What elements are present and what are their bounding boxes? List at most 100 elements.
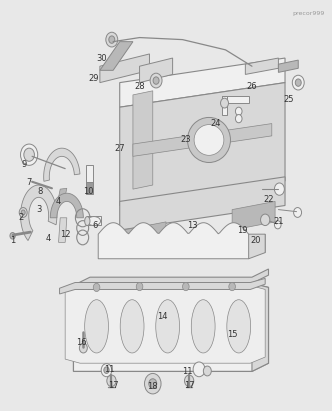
Polygon shape — [65, 285, 265, 363]
Circle shape — [21, 210, 25, 215]
Circle shape — [183, 282, 189, 291]
Bar — [87, 216, 101, 225]
Circle shape — [229, 282, 235, 291]
Polygon shape — [133, 91, 153, 189]
Text: 17: 17 — [108, 381, 119, 390]
Bar — [86, 164, 93, 193]
Ellipse shape — [194, 125, 224, 155]
Polygon shape — [123, 222, 166, 247]
Circle shape — [261, 214, 270, 226]
Polygon shape — [73, 283, 269, 372]
Ellipse shape — [191, 300, 215, 353]
Polygon shape — [120, 177, 285, 230]
Text: 11: 11 — [182, 367, 193, 376]
Polygon shape — [133, 124, 272, 156]
Circle shape — [21, 144, 38, 165]
Text: 25: 25 — [283, 95, 293, 104]
Polygon shape — [100, 42, 133, 70]
Text: 7: 7 — [26, 178, 32, 187]
Ellipse shape — [85, 300, 109, 353]
Circle shape — [185, 375, 194, 387]
Text: precor999: precor999 — [292, 11, 325, 16]
Circle shape — [101, 364, 112, 377]
Polygon shape — [58, 188, 67, 197]
Text: 15: 15 — [227, 330, 237, 339]
Polygon shape — [73, 269, 269, 289]
Text: 29: 29 — [88, 74, 99, 83]
Circle shape — [153, 77, 159, 84]
Text: 27: 27 — [115, 144, 125, 152]
Ellipse shape — [188, 118, 230, 162]
Circle shape — [10, 233, 15, 239]
Polygon shape — [59, 278, 265, 294]
Text: 23: 23 — [181, 136, 191, 144]
Ellipse shape — [120, 300, 144, 353]
Text: 4: 4 — [56, 197, 61, 206]
Text: 19: 19 — [237, 226, 247, 235]
Ellipse shape — [156, 300, 180, 353]
Polygon shape — [139, 58, 173, 83]
Circle shape — [136, 282, 143, 291]
Polygon shape — [245, 58, 279, 74]
Circle shape — [292, 75, 304, 90]
Text: 3: 3 — [36, 205, 42, 214]
Circle shape — [193, 362, 205, 377]
Text: 18: 18 — [147, 382, 158, 391]
Circle shape — [24, 148, 35, 161]
Ellipse shape — [87, 217, 101, 226]
Circle shape — [235, 115, 242, 123]
Text: 30: 30 — [96, 53, 107, 62]
Polygon shape — [21, 185, 57, 240]
Text: 8: 8 — [38, 187, 43, 196]
Circle shape — [109, 36, 115, 43]
Text: 28: 28 — [134, 82, 145, 91]
Text: 26: 26 — [247, 82, 257, 91]
Text: 16: 16 — [76, 338, 87, 347]
Text: 17: 17 — [184, 381, 195, 390]
Bar — [221, 96, 227, 115]
Circle shape — [107, 375, 116, 387]
Text: 9: 9 — [21, 160, 27, 169]
Circle shape — [19, 208, 27, 217]
Circle shape — [79, 343, 87, 353]
Circle shape — [144, 374, 161, 394]
Circle shape — [149, 379, 157, 388]
Circle shape — [93, 283, 100, 291]
Text: 11: 11 — [105, 365, 115, 374]
Text: 12: 12 — [60, 230, 70, 239]
Polygon shape — [279, 60, 298, 72]
Circle shape — [204, 366, 211, 376]
Polygon shape — [120, 58, 285, 107]
Circle shape — [104, 367, 109, 374]
Text: 6: 6 — [92, 222, 98, 231]
Text: 21: 21 — [273, 217, 284, 226]
Bar — [86, 182, 93, 194]
Bar — [222, 96, 249, 103]
Ellipse shape — [85, 217, 90, 226]
Circle shape — [220, 98, 228, 108]
Circle shape — [235, 107, 242, 115]
Polygon shape — [252, 283, 269, 372]
Text: 20: 20 — [250, 236, 261, 245]
Polygon shape — [44, 148, 80, 181]
Text: 13: 13 — [187, 222, 198, 231]
Circle shape — [275, 183, 285, 195]
Ellipse shape — [227, 300, 251, 353]
Polygon shape — [232, 201, 275, 230]
Polygon shape — [98, 223, 265, 259]
Text: 10: 10 — [83, 187, 94, 196]
Polygon shape — [50, 193, 83, 218]
Circle shape — [150, 73, 162, 88]
Text: 22: 22 — [263, 195, 274, 204]
Polygon shape — [249, 234, 265, 259]
Polygon shape — [120, 83, 285, 206]
Text: 2: 2 — [18, 213, 23, 222]
Text: 14: 14 — [157, 312, 168, 321]
Polygon shape — [58, 218, 67, 242]
Circle shape — [275, 221, 281, 229]
Circle shape — [293, 208, 301, 217]
Text: 4: 4 — [46, 234, 51, 243]
Polygon shape — [100, 54, 149, 83]
Text: 1: 1 — [10, 236, 15, 245]
Circle shape — [295, 79, 301, 86]
